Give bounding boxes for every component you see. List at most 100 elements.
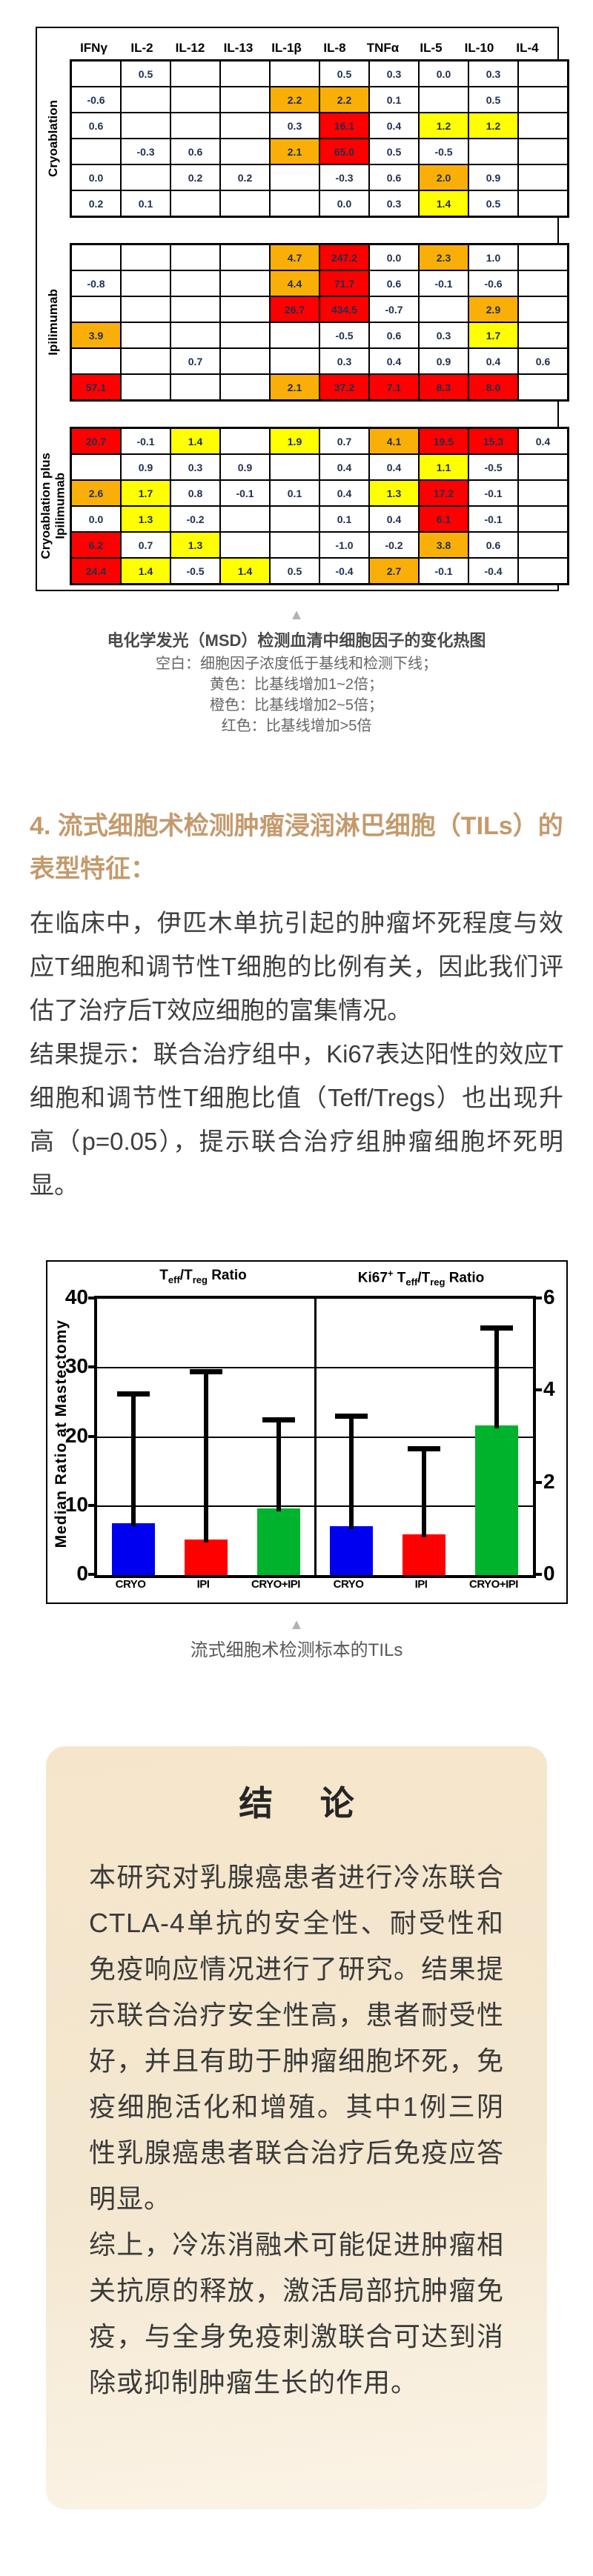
heatmap-cell — [171, 87, 219, 112]
heatmap-cell — [420, 87, 468, 112]
heatmap-cell: 0.2 — [72, 191, 120, 216]
chart-bar — [112, 1523, 155, 1575]
heatmap-cell — [122, 297, 170, 322]
heatmap-cell: -0.8 — [72, 271, 120, 296]
heatmap-cell — [271, 165, 319, 190]
chart-error-cap — [408, 1446, 440, 1452]
heatmap-cell: -0.5 — [469, 455, 517, 479]
heatmap-cell — [171, 191, 219, 216]
cytokine-heatmap-figure: IFNγ IL-2 IL-12 IL-13 IL-1β IL-8 TNFα IL-5 IL-10… — [36, 27, 569, 591]
heatmap-cell: 0.5 — [469, 87, 517, 112]
chart-error-cap — [117, 1391, 150, 1397]
heatmap-cell: 2.1 — [271, 139, 319, 164]
heatmap-cell: 2.1 — [271, 375, 319, 399]
chart-error-whisker — [204, 1371, 208, 1542]
heatmap-column-header: IFNγ — [80, 41, 107, 55]
chart-left-tickmark — [88, 1503, 96, 1507]
chart-right-tickmark — [534, 1388, 542, 1392]
heatmap-cell: -0.2 — [171, 507, 219, 531]
chart-error-whisker — [131, 1394, 136, 1527]
heatmap-cell — [221, 323, 269, 347]
heatmap-cell — [221, 139, 269, 164]
heatmap-cell — [271, 323, 319, 347]
heatmap-cell: 0.7 — [171, 349, 219, 373]
heatmap-cell: 0.6 — [171, 139, 219, 164]
heatmap-cell — [171, 245, 219, 270]
heatmap-cell: 0.9 — [420, 349, 468, 373]
chart-bar — [330, 1525, 373, 1575]
heatmap-cell: 0.4 — [519, 429, 567, 453]
caption-triangle-icon: ▲ — [289, 1617, 304, 1633]
heatmap-cell: 16.1 — [320, 113, 368, 138]
heatmap-cell — [221, 245, 269, 270]
heatmap-cell: 0.4 — [370, 507, 418, 531]
heatmap-cell — [171, 271, 219, 296]
heatmap-cell: 2.2 — [271, 87, 319, 112]
heatmap-cell — [271, 507, 319, 531]
heatmap-column-header: IL-8 — [323, 41, 346, 55]
heatmap-cell: 6.1 — [420, 507, 468, 531]
heatmap-cell: 0.4 — [370, 349, 418, 373]
heatmap-cell: 1.4 — [122, 559, 170, 583]
legend-line: 红色：比基线增加>5倍 — [221, 718, 372, 734]
heatmap-cell: -0.5 — [420, 139, 468, 164]
heatmap-cell — [221, 429, 269, 453]
heatmap-group: Cryoablation 0.5 0.5 0.3 0.0 0.3 -0.6 2.2 2.2 0.1… — [37, 59, 569, 218]
heatmap-cell — [72, 61, 120, 86]
heatmap-cell: 0.5 — [469, 191, 517, 216]
heatmap-column-header: IL-2 — [130, 41, 153, 55]
heatmap-cell — [221, 375, 269, 399]
heatmap-cell: 0.4 — [370, 455, 418, 479]
heatmap-cell: 8.0 — [469, 375, 517, 399]
section-body: 在临床中，伊匹木单抗引起的肿瘤坏死程度与效应T细胞和调节性T细胞的比例有关，因此… — [30, 901, 563, 1207]
heatmap-cell: 0.1 — [271, 481, 319, 505]
heatmap-cell: 0.1 — [370, 87, 418, 112]
chart-right-tickmark — [534, 1480, 542, 1484]
heatmap-cell: 1.3 — [370, 481, 418, 505]
chart-right-tickmark — [534, 1297, 542, 1299]
heatmap-cell: 0.6 — [72, 113, 120, 138]
heatmap-cell: 0.6 — [469, 533, 517, 557]
chart-bar — [185, 1539, 228, 1575]
heatmap-caption-title: 电化学发光（MSD）检测血清中细胞因子的变化热图 — [107, 631, 486, 650]
heatmap-cell — [122, 113, 170, 138]
heatmap-cell: -0.2 — [370, 533, 418, 557]
article-page: IFNγ IL-2 IL-12 IL-13 IL-1β IL-8 TNFα IL-5 IL-10… — [0, 27, 593, 2576]
heatmap-cell: 1.2 — [469, 113, 517, 138]
heatmap-cell — [122, 349, 170, 373]
chart-error-cap — [480, 1325, 513, 1331]
heatmap-cell — [519, 375, 567, 399]
heatmap-table: 20.7 -0.1 1.4 1.9 0.7 4.1 19.5 15.3 0.4 0.9 0.3 0.9… — [70, 427, 569, 585]
heatmap-group-label-text: Ipilimumab — [46, 289, 61, 356]
chart-left-tickmark — [88, 1297, 96, 1299]
heatmap-cell: 2.3 — [420, 245, 468, 270]
heatmap-cell: 15.3 — [469, 429, 517, 453]
heatmap-cell — [122, 375, 170, 399]
heatmap-cell: 37.2 — [320, 375, 368, 399]
tils-bar-chart-figure: Median Ratio at Mastectomy Teff/Treg Rat… — [46, 1260, 568, 1604]
heatmap-cell — [519, 455, 567, 479]
heatmap-cell — [221, 507, 269, 531]
heatmap-cell: -0.1 — [469, 507, 517, 531]
heatmap-cell: 1.3 — [171, 533, 219, 557]
heatmap-cell: 0.3 — [271, 113, 319, 138]
chart-left-tickmark — [88, 1365, 96, 1369]
chart-panel-title-run: reg — [430, 1277, 445, 1288]
chart-right-tick-label: 6 — [543, 1285, 555, 1308]
heatmap-cell: -0.1 — [420, 559, 468, 583]
heatmap-column-header: IL-1β — [271, 41, 302, 55]
chart-left-tick-label: 10 — [64, 1492, 88, 1516]
chart-error-whisker — [349, 1416, 354, 1529]
chart-error-cap — [335, 1413, 368, 1419]
heatmap-cell: 0.7 — [122, 533, 170, 557]
heatmap-cell: 0.9 — [122, 455, 170, 479]
heatmap-color-legend: 空白：细胞因子浓度低于基线和检测下线； 黄色：比基线增加1~2倍； 橙色：比基线增加… — [0, 653, 593, 736]
heatmap-cell: -0.4 — [320, 559, 368, 583]
heatmap-group-label: Ipilimumab — [37, 243, 70, 402]
heatmap-group-label-text: Cryoablation — [46, 100, 61, 177]
heatmap-cell — [519, 559, 567, 583]
heatmap-cell: 1.4 — [420, 191, 468, 216]
chart-right-tickmark — [534, 1573, 542, 1576]
heatmap-cell: 0.0 — [320, 191, 368, 216]
chart-left-tick-label: 30 — [64, 1354, 88, 1378]
